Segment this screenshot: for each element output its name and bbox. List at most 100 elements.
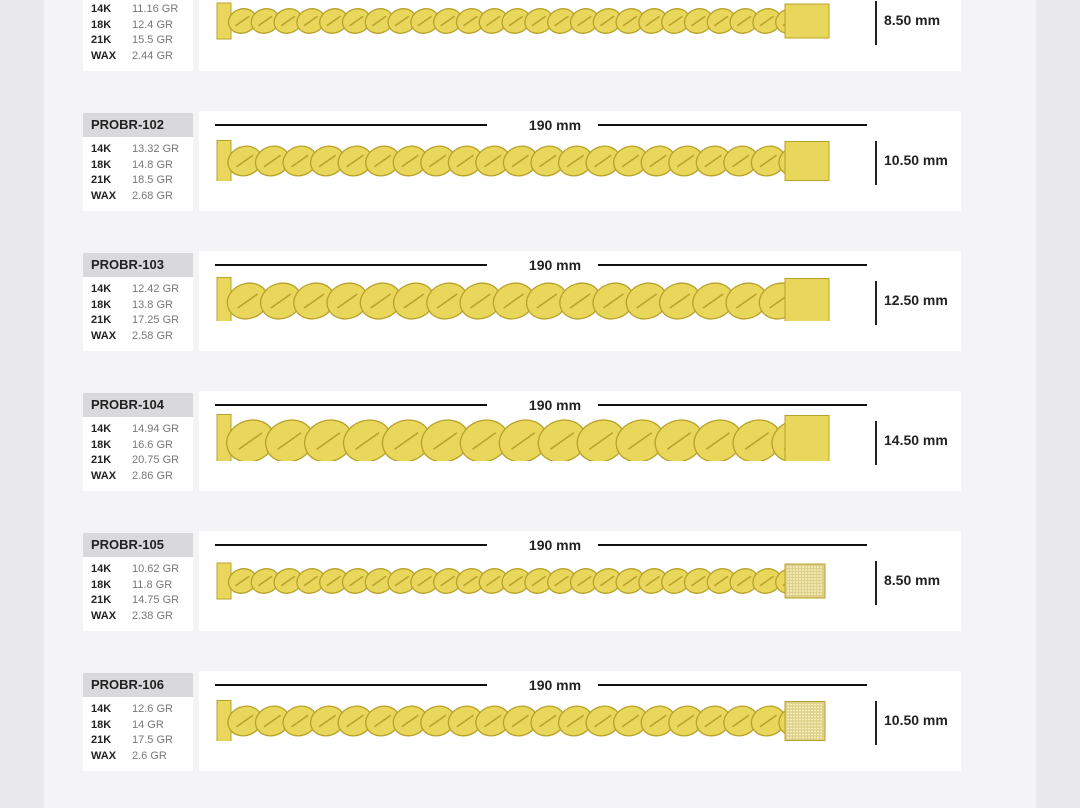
link-shadow xyxy=(744,432,769,450)
width-label: 8.50 mm xyxy=(884,12,941,28)
link-shadow xyxy=(417,15,433,27)
link-shadow xyxy=(508,15,524,27)
link-shadow xyxy=(536,293,558,309)
link-shadow xyxy=(349,575,364,587)
link-shadow xyxy=(645,15,661,27)
width-arrow xyxy=(875,421,877,465)
width-label: 10.50 mm xyxy=(884,152,948,168)
product-row: PROBR-106 14K 12.6 GR 18K 14 GR 21K 17.5 GR WAX… xyxy=(83,671,961,771)
link-shadow xyxy=(759,575,775,587)
karat-label: WAX xyxy=(91,749,117,762)
length-dimension: 190 mm xyxy=(215,117,867,133)
link-shadow xyxy=(594,154,612,168)
weight-value: 14.8 GR xyxy=(132,158,173,171)
link-shadow xyxy=(731,714,750,728)
link-shadow xyxy=(622,15,638,27)
karat-label: 21K xyxy=(91,734,112,746)
bracelet-image xyxy=(216,414,830,461)
weight-row: 14K 14.94 GR xyxy=(91,422,193,438)
width-arrow xyxy=(875,281,877,325)
product-row: PROBR-102 14K 13.32 GR 18K 14.8 GR 21K 18.5 GR… xyxy=(83,111,961,211)
karat-label: 14K xyxy=(91,143,112,155)
product-row: PROBR-103 14K 12.42 GR 18K 13.8 GR 21K 17.25 G… xyxy=(83,251,961,351)
link-shadow xyxy=(428,714,447,728)
link-shadow xyxy=(649,154,667,168)
link-shadow xyxy=(503,293,525,309)
bracelet-image xyxy=(216,140,830,181)
width-label: 14.50 mm xyxy=(884,432,948,448)
link-shadow xyxy=(539,154,557,168)
product-row: PROBR-104 14K 14.94 GR 18K 16.6 GR 21K 20.75 G… xyxy=(83,391,961,491)
karat-label: 18K xyxy=(91,578,112,591)
link-shadow xyxy=(394,15,410,27)
length-dimension: 190 mm xyxy=(215,257,867,273)
link-shadow xyxy=(370,293,392,309)
link-shadow xyxy=(280,15,296,27)
weight-value: 18.5 GR xyxy=(132,174,173,186)
link-shadow xyxy=(263,154,282,168)
link-shadow xyxy=(456,154,474,168)
link-shadow xyxy=(257,15,273,27)
length-arrow-right xyxy=(598,404,867,406)
weight-value: 13.32 GR xyxy=(132,143,180,155)
weight-value: 2.6 GR xyxy=(132,749,167,762)
link-shadow xyxy=(371,15,387,27)
karat-label: WAX xyxy=(91,469,117,482)
link-shadow xyxy=(236,714,254,728)
link-shadow xyxy=(318,154,337,168)
karat-label: 14K xyxy=(91,3,112,15)
link-shadow xyxy=(713,575,729,587)
weight-value: 13.8 GR xyxy=(132,298,173,311)
karat-label: 18K xyxy=(91,718,112,731)
link-shadow xyxy=(566,714,585,728)
link-shadow xyxy=(569,293,591,309)
weight-row: 18K 12.4 GR xyxy=(91,18,193,34)
weight-value: 17.5 GR xyxy=(132,734,173,746)
bracelet-panel: 190 mm 14.50 mm xyxy=(199,391,961,491)
karat-label: 18K xyxy=(91,158,112,171)
link-shadow xyxy=(456,714,474,728)
weight-table: 14K 12.42 GR 18K 13.8 GR 21K 17.25 GR WAX 2.58 … xyxy=(83,277,193,351)
link-shadow xyxy=(303,575,319,587)
bracelet-image xyxy=(216,2,830,40)
link-shadow xyxy=(263,714,282,728)
link-shadow xyxy=(577,15,592,27)
link-shadow xyxy=(554,15,569,27)
link-shadow xyxy=(371,575,387,587)
link-shadow xyxy=(417,575,433,587)
karat-label: 18K xyxy=(91,298,112,311)
link-shadow xyxy=(577,575,592,587)
product-code: PROBR-105 xyxy=(83,533,193,557)
link-shadow xyxy=(511,154,529,168)
weight-row: 14K 10.62 GR xyxy=(91,562,193,578)
link-shadow xyxy=(373,714,392,728)
weight-value: 14 GR xyxy=(132,718,164,731)
karat-label: 21K xyxy=(91,454,112,466)
link-shadow xyxy=(472,432,497,450)
width-arrow xyxy=(875,701,877,745)
link-shadow xyxy=(336,293,358,309)
link-shadow xyxy=(403,293,425,309)
bracelet-panel: 190 mm 10.50 mm xyxy=(199,671,961,771)
link-shadow xyxy=(676,154,695,168)
karat-label: 14K xyxy=(91,703,112,715)
weight-value: 17.25 GR xyxy=(132,314,180,326)
link-shadow xyxy=(484,714,502,728)
link-shadow xyxy=(291,714,309,728)
weight-row: 21K 20.75 GR xyxy=(91,453,193,469)
length-dimension: 190 mm xyxy=(215,537,867,553)
weight-row: 18K 14 GR xyxy=(91,718,193,734)
link-shadow xyxy=(326,575,341,587)
link-shadow xyxy=(440,15,455,27)
link-shadow xyxy=(346,714,364,728)
link-shadow xyxy=(736,575,752,587)
link-shadow xyxy=(440,575,455,587)
link-shadow xyxy=(649,714,667,728)
product-row: PROBR-105 14K 10.62 GR 18K 11.8 GR 21K 14.75 G… xyxy=(83,531,961,631)
weight-value: 11.16 GR xyxy=(132,3,179,15)
weight-row: WAX 2.58 GR xyxy=(91,329,193,345)
width-arrow xyxy=(875,141,877,185)
weight-row: WAX 2.86 GR xyxy=(91,469,193,485)
product-code: PROBR-102 xyxy=(83,113,193,137)
box-clasp xyxy=(784,415,830,461)
